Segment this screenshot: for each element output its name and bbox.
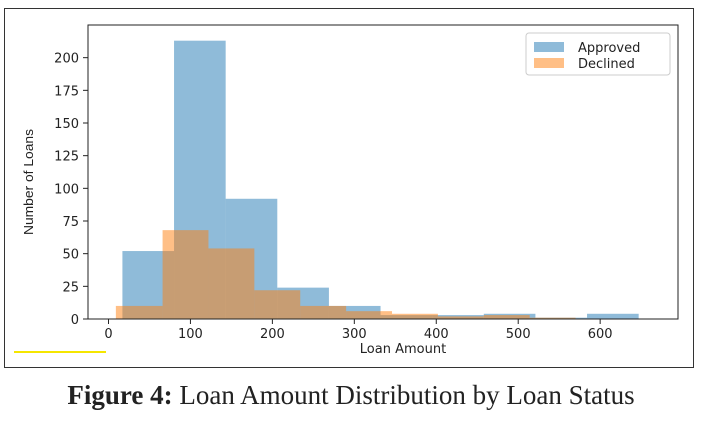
figure-caption: Figure 4: Loan Amount Distribution by Lo… — [0, 380, 702, 411]
histogram-chart: 0 100 200 300 400 500 600 0 25 50 75 100 125 150 175 2… — [21, 24, 679, 357]
x-tick-label: 300 — [342, 327, 367, 342]
legend-label-declined: Declined — [578, 57, 635, 72]
highlight-mark — [14, 351, 106, 353]
bar-declined-0 — [115, 305, 163, 319]
bar-declined-4 — [300, 305, 347, 319]
y-tick-label: 25 — [62, 280, 79, 295]
x-tick-label: 400 — [424, 327, 449, 342]
bar-approved-9 — [587, 313, 639, 319]
x-tick-label: 100 — [178, 327, 203, 342]
bar-declined-7 — [437, 316, 484, 319]
legend-label-approved: Approved — [578, 41, 640, 56]
plot-area-border — [87, 24, 679, 320]
legend-swatch-declined — [534, 58, 564, 68]
x-tick-label: 500 — [506, 327, 531, 342]
y-axis-label: Number of Loans — [21, 128, 36, 235]
legend-swatch-approved — [534, 42, 564, 52]
chart-frame: 0 100 200 300 400 500 600 0 25 50 75 100 125 150 175 2… — [4, 8, 694, 368]
x-axis-label: Loan Amount — [360, 342, 446, 357]
bar-declined-8 — [483, 315, 530, 319]
bars-layer — [115, 40, 639, 320]
bar-declined-5 — [346, 311, 393, 319]
y-tick-label: 75 — [62, 215, 79, 230]
x-axis-ticks: 0 100 200 300 400 500 600 — [104, 319, 613, 342]
x-tick-label: 600 — [588, 327, 613, 342]
caption-text: Loan Amount Distribution by Loan Status — [179, 380, 635, 410]
bar-declined-1 — [162, 230, 209, 319]
bar-declined-9 — [529, 317, 576, 319]
bar-declined-6 — [392, 313, 438, 319]
x-tick-label: 200 — [260, 327, 285, 342]
x-tick-label: 0 — [104, 327, 112, 342]
bar-declined-3 — [254, 290, 301, 319]
y-tick-label: 100 — [54, 182, 79, 197]
y-tick-label: 150 — [54, 117, 79, 132]
y-tick-label: 200 — [54, 52, 79, 67]
y-tick-label: 50 — [62, 248, 79, 263]
y-axis-ticks: 0 25 50 75 100 125 150 175 200 — [54, 52, 88, 328]
y-tick-label: 175 — [54, 84, 79, 99]
bar-declined-2 — [208, 248, 255, 319]
caption-label: Figure 4: — [67, 380, 173, 410]
y-tick-label: 0 — [71, 313, 79, 328]
y-tick-label: 125 — [54, 150, 79, 165]
